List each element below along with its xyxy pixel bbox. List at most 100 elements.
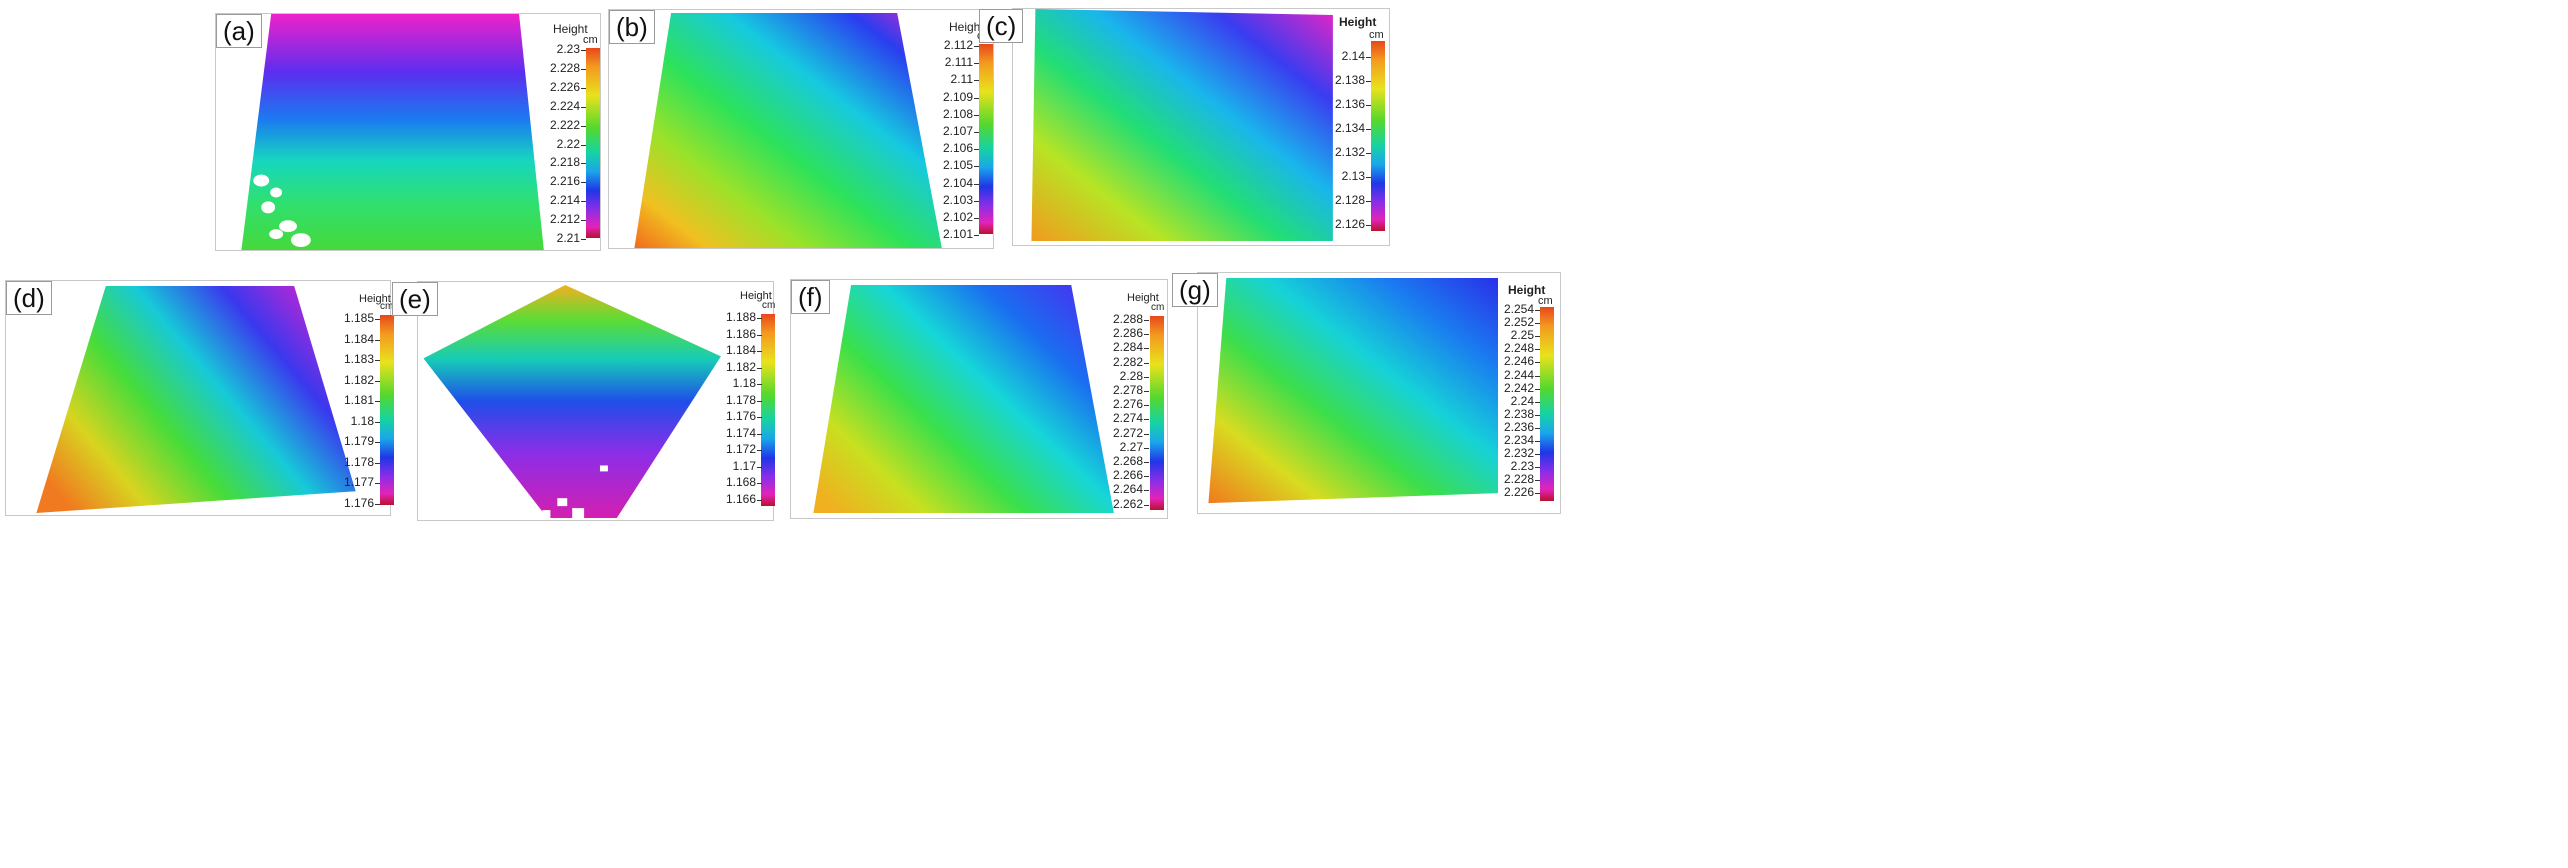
colorbar-tick-label: 2.138: [1317, 73, 1371, 87]
colorbar-tick-label: 1.172: [708, 442, 762, 456]
panel-c: (c) Height cm 2.14 2.138 2.136 2.134 2.132 2.…: [979, 8, 1390, 246]
surface-map-d: [36, 285, 356, 514]
legend-unit-c: cm: [1369, 29, 1384, 41]
legend-title-a: Height: [553, 22, 588, 36]
colorbar-tick-label: 2.242: [1486, 381, 1540, 395]
colorbar-tick-label: 1.177: [326, 475, 380, 489]
colorbar-tick-label: 2.254: [1486, 302, 1540, 316]
legend-title-b: Height: [949, 20, 984, 34]
panel-f: (f) Height cm 2.288 2.286 2.284 2.282 2.28 2.…: [790, 279, 1168, 519]
panel-label-g: (g): [1172, 273, 1218, 307]
colorbar-tick-label: 2.224: [532, 99, 586, 113]
colorbar-tick-label: 1.178: [326, 455, 380, 469]
panel-b: (b) Height cm 2.1122.1112.112.1092.1082.…: [608, 9, 994, 249]
colorbar-tick-label: 2.108: [925, 107, 979, 121]
colorbar-tick-label: 2.276: [1095, 397, 1149, 411]
colorbar-tick-label: 1.168: [708, 475, 762, 489]
panel-g: (g) Height cm 2.254 2.252 2.25 2.248 2.246 2.…: [1172, 272, 1561, 514]
legend-title-d: Height: [359, 293, 391, 305]
colorbar-tick-label: 1.186: [708, 327, 762, 341]
colorbar-e: [761, 314, 775, 506]
colorbar-tick-label: 2.128: [1317, 193, 1371, 207]
colorbar-tick-label: 2.226: [1486, 485, 1540, 499]
colorbar-tick-label: 1.184: [326, 332, 380, 346]
colorbar-tick-label: 2.286: [1095, 326, 1149, 340]
colorbar-tick-label: 1.185: [326, 311, 380, 325]
colorbar-tick-label: 2.25: [1486, 328, 1540, 342]
colorbar-tick-label: 2.232: [1486, 446, 1540, 460]
colorbar-tick-label: 2.228: [532, 61, 586, 75]
colorbar-tick-label: 1.18: [708, 376, 762, 390]
colorbar-tick-label: 1.182: [708, 360, 762, 374]
colorbar-tick-label: 2.234: [1486, 433, 1540, 447]
colorbar-tick-label: 1.179: [326, 434, 380, 448]
missing-data-spots-e: [542, 465, 608, 519]
colorbar-tick-label: 2.278: [1095, 383, 1149, 397]
colorbar-tick-label: 2.106: [925, 141, 979, 155]
colorbar-tick-label: 1.188: [708, 310, 762, 324]
colorbar-tick-label: 2.214: [532, 193, 586, 207]
surface-map-c: [1031, 9, 1333, 242]
legend-unit-d: cm: [380, 301, 394, 312]
panel-label-c: (c): [979, 9, 1024, 43]
colorbar-tick-label: 2.222: [532, 118, 586, 132]
panel-d: (d) Height cm 1.185 1.184 1.183 1.182 1.181 1…: [5, 280, 394, 516]
colorbar-tick-label: 2.23: [1486, 459, 1540, 473]
colorbar-tick-label: 1.178: [708, 393, 762, 407]
legend-title-e: Height: [740, 290, 772, 302]
colorbar-tick-label: 2.218: [532, 155, 586, 169]
colorbar-tick-label: 2.274: [1095, 411, 1149, 425]
colorbar-tick-label: 2.264: [1095, 482, 1149, 496]
colorbar-tick-label: 1.181: [326, 393, 380, 407]
colorbar-tick-label: 2.24: [1486, 394, 1540, 408]
colorbar-tick-label: 2.104: [925, 176, 979, 190]
colorbar-tick-label: 1.18: [326, 414, 380, 428]
colorbar-tick-label: 2.102: [925, 210, 979, 224]
colorbar-tick-label: 2.111: [925, 55, 979, 69]
colorbar-tick-label: 2.246: [1486, 354, 1540, 368]
colorbar-tick-label: 2.262: [1095, 497, 1149, 511]
panel-label-b: (b): [609, 10, 655, 44]
legend-unit-a: cm: [583, 34, 598, 46]
panel-label-f: (f): [791, 280, 830, 314]
panel-label-a: (a): [216, 14, 262, 48]
panel-label-e: (e): [392, 282, 438, 316]
colorbar-tick-label: 2.27: [1095, 440, 1149, 454]
colorbar-tick-label: 2.126: [1317, 217, 1371, 231]
colorbar-tick-label: 2.11: [925, 72, 979, 86]
surface-map-e: [423, 284, 721, 519]
colorbar-tick-label: 1.174: [708, 426, 762, 440]
colorbar-tick-label: 1.176: [708, 409, 762, 423]
colorbar-tick-label: 2.13: [1317, 169, 1371, 183]
colorbar-tick-label: 1.17: [708, 459, 762, 473]
surface-map-f: [813, 284, 1114, 514]
colorbar-tick-label: 2.112: [925, 38, 979, 52]
colorbar-a: [586, 48, 600, 238]
colorbar-tick-label: 1.183: [326, 352, 380, 366]
colorbar-tick-label: 2.236: [1486, 420, 1540, 434]
colorbar-tick-label: 2.266: [1095, 468, 1149, 482]
colorbar-tick-label: 2.228: [1486, 472, 1540, 486]
legend-title-f: Height: [1127, 292, 1159, 304]
colorbar-tick-label: 2.109: [925, 90, 979, 104]
colorbar-tick-label: 2.22: [532, 137, 586, 151]
colorbar-tick-label: 2.23: [532, 42, 586, 56]
colorbar-tick-label: 2.282: [1095, 355, 1149, 369]
colorbar-d: [380, 315, 394, 505]
colorbar-tick-label: 2.134: [1317, 121, 1371, 135]
surface-map-b: [634, 12, 942, 248]
legend-unit-e: cm: [762, 300, 776, 311]
colorbar-tick-label: 2.272: [1095, 426, 1149, 440]
colorbar-tick-label: 2.284: [1095, 340, 1149, 354]
panel-e: (e) Height cm 1.188 1.186 1.184 1.182 1.18 1.…: [392, 281, 776, 521]
colorbar-tick-label: 2.248: [1486, 341, 1540, 355]
colorbar-tick-label: 2.252: [1486, 315, 1540, 329]
legend-title-c: Height: [1339, 15, 1377, 29]
legend-unit-g: cm: [1538, 295, 1553, 307]
colorbar-tick-label: 2.238: [1486, 407, 1540, 421]
panel-a: (a) Height cm 2.23 2.228 2.226 2.224 2.222 2.…: [215, 13, 601, 251]
colorbar-f: [1150, 316, 1164, 510]
surface-map-a: [241, 14, 544, 250]
colorbar-tick-label: 1.176: [326, 496, 380, 510]
colorbar-tick-label: 2.136: [1317, 97, 1371, 111]
